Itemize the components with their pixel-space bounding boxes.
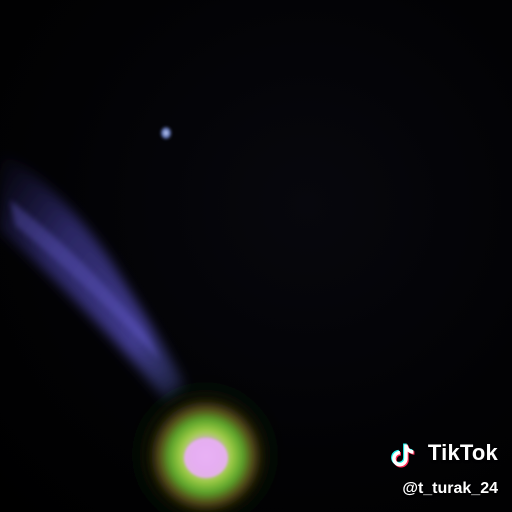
- light-beam-core: [10, 200, 160, 360]
- tiktok-logo-icon: [390, 443, 415, 468]
- orb-center: [184, 438, 228, 478]
- tiktok-watermark: TikTok @t_turak_24: [390, 436, 498, 498]
- tiktok-logo-row: TikTok: [390, 436, 498, 470]
- distant-light: [159, 125, 173, 141]
- tiktok-brand-label: TikTok: [427, 440, 498, 465]
- creator-handle: @t_turak_24: [402, 480, 498, 497]
